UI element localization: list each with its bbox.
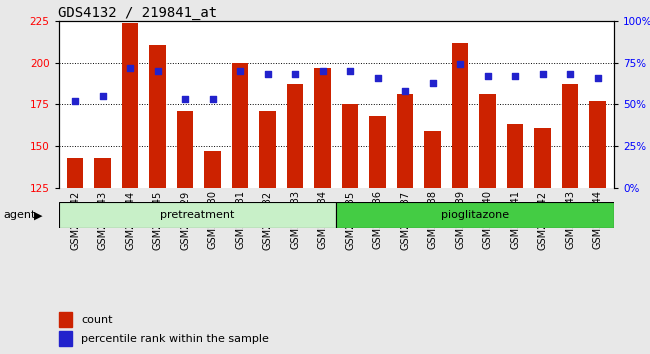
- Point: [400, 88, 410, 94]
- Bar: [67, 158, 83, 188]
- Point: [372, 75, 383, 81]
- Point: [125, 65, 135, 71]
- Bar: [177, 111, 193, 188]
- Point: [345, 68, 356, 74]
- Point: [70, 98, 80, 104]
- Point: [152, 68, 162, 74]
- Point: [510, 73, 521, 79]
- Point: [593, 75, 603, 81]
- Bar: [58, 312, 72, 327]
- Bar: [58, 331, 72, 346]
- Bar: [58, 202, 337, 228]
- Bar: [507, 124, 523, 188]
- Text: percentile rank within the sample: percentile rank within the sample: [81, 334, 269, 344]
- Text: pretreatment: pretreatment: [161, 210, 235, 220]
- Point: [538, 72, 548, 77]
- Point: [455, 62, 465, 67]
- Text: GDS4132 / 219841_at: GDS4132 / 219841_at: [58, 6, 218, 20]
- Bar: [94, 158, 111, 188]
- Bar: [534, 128, 551, 188]
- Bar: [562, 85, 578, 188]
- Point: [565, 72, 575, 77]
- Point: [428, 80, 438, 86]
- Text: agent: agent: [3, 210, 36, 220]
- Bar: [424, 131, 441, 188]
- Point: [263, 72, 273, 77]
- Bar: [150, 45, 166, 188]
- Bar: [397, 95, 413, 188]
- Bar: [480, 95, 496, 188]
- Point: [317, 68, 328, 74]
- Bar: [287, 85, 304, 188]
- Bar: [232, 63, 248, 188]
- Bar: [122, 23, 138, 188]
- Bar: [204, 151, 221, 188]
- Bar: [590, 101, 606, 188]
- Point: [180, 97, 190, 102]
- Text: ▶: ▶: [34, 210, 42, 220]
- Point: [482, 73, 493, 79]
- Point: [98, 93, 108, 99]
- Text: pioglitazone: pioglitazone: [441, 210, 510, 220]
- Bar: [369, 116, 386, 188]
- Point: [235, 68, 245, 74]
- Bar: [337, 202, 614, 228]
- Bar: [315, 68, 331, 188]
- Bar: [342, 104, 358, 188]
- Point: [207, 97, 218, 102]
- Point: [290, 72, 300, 77]
- Bar: [452, 43, 469, 188]
- Bar: [259, 111, 276, 188]
- Text: count: count: [81, 315, 112, 325]
